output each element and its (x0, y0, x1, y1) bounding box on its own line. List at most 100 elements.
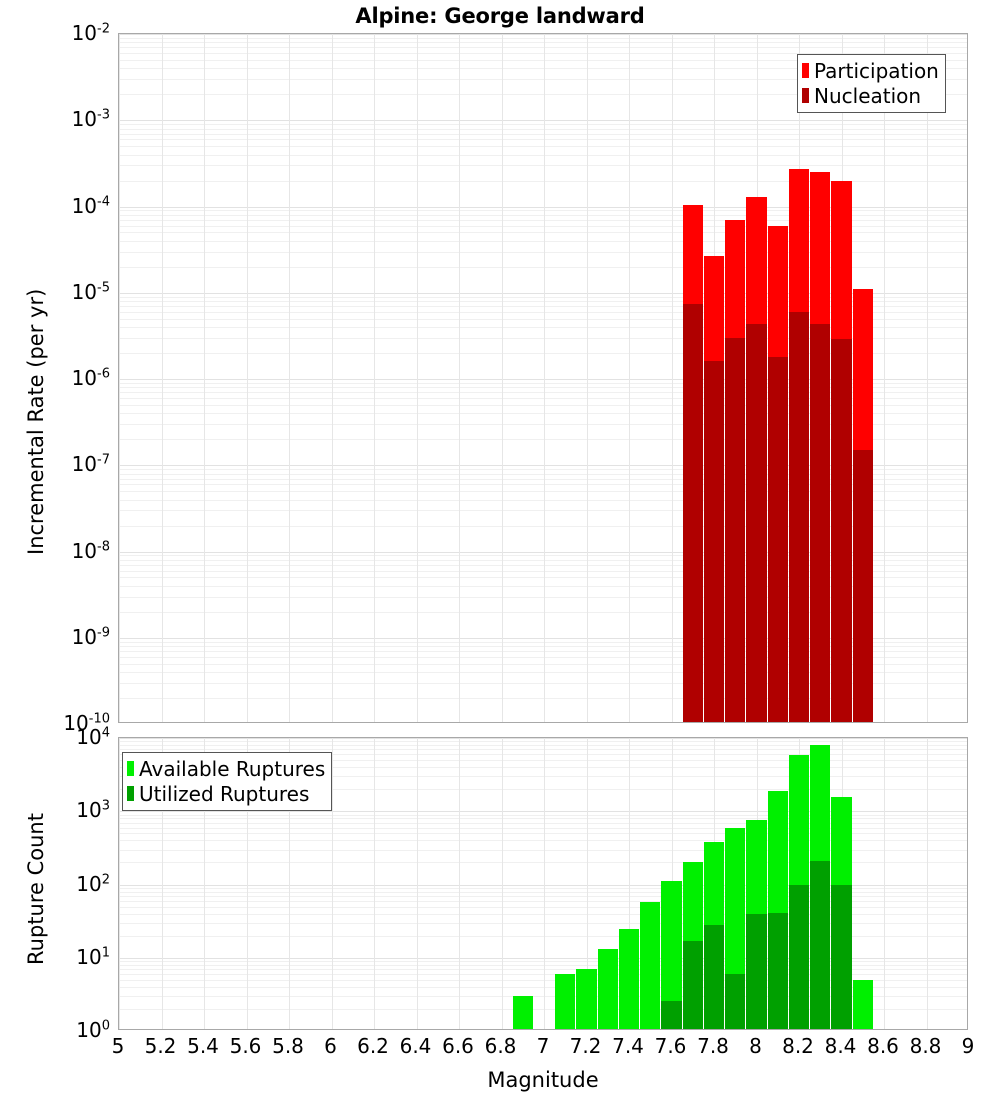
x-tick-label: 6.4 (399, 1034, 432, 1058)
gridline-vertical (459, 34, 460, 722)
gridline-horizontal (119, 849, 967, 851)
y-tick-label: 100 (76, 1018, 110, 1042)
gridline-vertical (926, 738, 928, 1029)
gridline-horizontal (119, 862, 967, 864)
x-tick-label: 9 (961, 1034, 975, 1058)
gridline-horizontal (119, 663, 967, 665)
gridline-horizontal (119, 353, 967, 355)
gridline-horizontal (119, 745, 967, 747)
y-tick-label: 10-4 (71, 193, 110, 218)
gridline-vertical (161, 738, 163, 1029)
gridline-horizontal (119, 611, 967, 613)
gridline-horizontal (119, 53, 967, 55)
gridline-horizontal (119, 128, 967, 130)
gridline-vertical (289, 738, 290, 1029)
bar-utilized-ruptures (788, 884, 810, 1029)
gridline-horizontal (119, 469, 967, 471)
gridline-horizontal (119, 656, 967, 658)
y-tick-label: 10-9 (71, 624, 110, 649)
y-tick-label: 10-8 (71, 538, 110, 563)
bottom-panel-legend: Available Ruptures Utilized Ruptures (122, 752, 333, 811)
gridline-horizontal (119, 465, 967, 467)
gridline-horizontal (119, 884, 967, 886)
x-tick-label: 5.6 (229, 1034, 262, 1058)
y-tick-label: 10-5 (71, 279, 110, 304)
legend-label: Participation (814, 58, 939, 83)
gridline-vertical (501, 738, 503, 1029)
legend-label: Utilized Ruptures (139, 781, 310, 806)
gridline-horizontal (119, 232, 967, 234)
x-tick-label: 7.6 (654, 1034, 687, 1058)
gridline-horizontal (119, 424, 967, 426)
gridline-vertical (204, 34, 205, 722)
gridline-horizontal (119, 986, 967, 988)
gridline-vertical (629, 738, 630, 1029)
gridline-horizontal (119, 306, 967, 308)
gridline-horizontal (119, 570, 967, 572)
bar-nucleation (725, 337, 746, 722)
gridline-horizontal (119, 551, 967, 553)
gridline-horizontal (119, 59, 967, 61)
gridline-horizontal (119, 398, 967, 400)
gridline-horizontal (119, 382, 967, 384)
gridline-horizontal (119, 133, 967, 135)
x-tick-label: 7 (536, 1034, 550, 1058)
gridline-horizontal (119, 146, 967, 148)
legend-item: Available Ruptures (127, 756, 325, 781)
bar-nucleation (703, 361, 725, 722)
bar-utilized-ruptures (661, 1000, 682, 1029)
gridline-horizontal (119, 760, 967, 762)
gridline-horizontal (119, 210, 967, 212)
gridline-vertical (374, 738, 375, 1029)
gridline-horizontal (119, 887, 967, 889)
gridline-horizontal (119, 240, 967, 242)
gridline-horizontal (119, 251, 967, 253)
x-tick-label: 5.4 (187, 1034, 219, 1058)
gridline-horizontal (119, 439, 967, 441)
gridline-horizontal (119, 165, 967, 167)
legend-swatch-icon (127, 786, 134, 801)
gridline-horizontal (119, 996, 967, 998)
gridline-horizontal (119, 318, 967, 320)
gridline-vertical (586, 738, 588, 1029)
gridline-horizontal (119, 79, 967, 81)
gridline-horizontal (119, 404, 967, 406)
gridline-vertical (884, 738, 885, 1029)
x-tick-label: 6.6 (442, 1034, 474, 1058)
figure-title: Alpine: George landward (355, 4, 645, 28)
x-tick-label: 5.8 (272, 1034, 304, 1058)
gridline-horizontal (119, 891, 967, 893)
gridline-vertical (161, 34, 163, 722)
gridline-horizontal (119, 139, 967, 141)
gridline-horizontal (119, 827, 967, 829)
x-tick-label: 8.6 (867, 1034, 899, 1058)
gridline-horizontal (119, 120, 967, 122)
gridline-horizontal (119, 214, 967, 216)
gridline-horizontal (119, 749, 967, 751)
gridline-horizontal (119, 491, 967, 493)
x-tick-label: 8.4 (824, 1034, 857, 1058)
x-tick-label: 6.2 (357, 1034, 389, 1058)
gridline-horizontal (119, 964, 967, 966)
bar-utilized-ruptures (703, 924, 725, 1029)
gridline-horizontal (119, 292, 967, 294)
gridline-horizontal (119, 180, 967, 182)
gridline-horizontal (119, 484, 967, 486)
gridline-vertical (246, 34, 248, 722)
bar-utilized-ruptures (746, 913, 767, 1029)
gridline-horizontal (119, 913, 967, 915)
bottom-panel-plot-area (118, 737, 968, 1030)
bar-available-ruptures (597, 949, 618, 1029)
legend-swatch-icon (127, 761, 134, 776)
gridline-vertical (331, 738, 333, 1029)
x-tick-label: 5 (111, 1034, 125, 1058)
gridline-vertical (586, 34, 588, 722)
bar-nucleation (810, 324, 831, 722)
gridline-horizontal (119, 672, 967, 674)
legend-swatch-icon (802, 63, 809, 78)
gridline-horizontal (119, 473, 967, 475)
top-panel-legend: Participation Nucleation (797, 54, 946, 113)
gridline-vertical (416, 738, 418, 1029)
x-tick-label: 8 (749, 1034, 762, 1058)
